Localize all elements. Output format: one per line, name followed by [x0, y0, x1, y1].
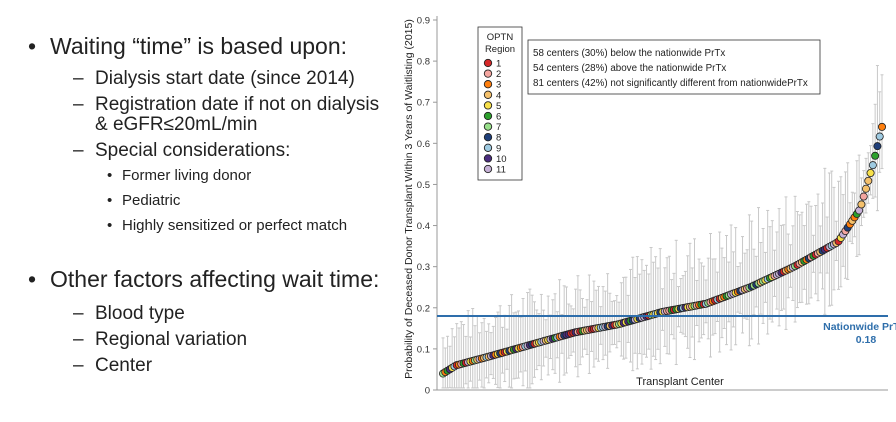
legend-label: 2	[496, 69, 501, 80]
y-tick-label: 0	[425, 386, 430, 397]
y-ticks: 0 0.1 0.2 0.3 0.4 0.5 0.6 0.7 0.8 0.9	[417, 16, 437, 397]
bullet-marker: –	[73, 355, 84, 376]
bullet-marker: –	[73, 68, 84, 89]
legend-marker	[483, 154, 493, 163]
data-point	[873, 142, 882, 151]
legend-marker	[483, 90, 493, 99]
legend-title: Region	[485, 44, 515, 55]
chart: 0 0.1 0.2 0.3 0.4 0.5 0.6 0.7 0.8 0.9 Nationwide …	[400, 0, 896, 417]
bullet-text: Registration date if not on dialysis	[95, 94, 380, 115]
chart-axes	[436, 16, 888, 391]
data-point	[859, 192, 868, 201]
legend-marker	[483, 58, 493, 68]
legend-marker	[483, 122, 493, 131]
bullet-text: Other factors affecting wait time:	[50, 266, 380, 292]
legend-marker	[483, 69, 493, 78]
annotation-frame	[527, 39, 821, 95]
annotation-line: 58 centers (30%) below the nationwide Pr…	[533, 48, 725, 59]
bullet-text: Special considerations:	[95, 140, 291, 161]
data-point	[864, 176, 873, 185]
chart-svg: 0 0.1 0.2 0.3 0.4 0.5 0.6 0.7 0.8 0.9 Nationwide …	[403, 16, 896, 397]
bullet-marker: •	[107, 192, 113, 209]
data-point	[875, 132, 884, 141]
annotation-box: 58 centers (30%) below the nationwide Pr…	[527, 39, 821, 95]
bullet-marker: –	[73, 94, 84, 115]
legend-label: 9	[496, 143, 501, 154]
legend-label: 5	[496, 101, 501, 112]
data-point	[866, 168, 875, 177]
bullet-text: Pediatric	[122, 192, 181, 209]
legend-label: 3	[496, 80, 501, 91]
legend-marker	[483, 80, 493, 89]
bullet-text: Blood type	[95, 303, 185, 324]
data-point	[871, 151, 880, 160]
data-point	[857, 200, 866, 209]
bullet-list: • Waiting “time” is based upon: – Dialysis …	[0, 0, 400, 417]
bullet-text: Former living donor	[122, 167, 252, 184]
bullet-text: & eGFR≤20mL/min	[95, 114, 258, 135]
legend-label: 7	[496, 122, 501, 133]
y-tick-label: 0.9	[417, 16, 430, 27]
error-bars	[441, 65, 884, 389]
bullet-text: Dialysis start date (since 2014)	[95, 68, 355, 89]
nationwide-label: Nationwide PrTx:	[823, 321, 896, 333]
annotation-line: 54 centers (28%) above the nationwide Pr…	[533, 63, 726, 74]
legend-label: 8	[496, 133, 501, 144]
legend-marker	[483, 164, 493, 174]
legend-label: 4	[496, 90, 501, 101]
bullet-marker: –	[73, 303, 84, 324]
data-point	[877, 122, 886, 131]
data-points	[439, 122, 886, 378]
legend-title: OPTN	[487, 32, 514, 43]
y-tick-label: 0.6	[417, 139, 430, 150]
y-tick-label: 0.2	[417, 303, 430, 314]
legend-label: 6	[496, 112, 501, 123]
bullet-text: Highly sensitized or perfect match	[122, 217, 348, 234]
data-point	[868, 161, 877, 170]
bullet-marker: •	[28, 266, 37, 292]
reference-line: Nationwide PrTx:0.18	[437, 315, 896, 346]
y-tick-label: 0.8	[417, 57, 430, 68]
legend-marker	[483, 111, 493, 121]
y-tick-label: 0.3	[417, 262, 430, 273]
y-tick-label: 0.5	[417, 180, 430, 191]
y-tick-label: 0.1	[417, 344, 430, 355]
y-axis-label: Probability of Deceased Donor Transplant…	[403, 19, 415, 379]
legend-label: 11	[496, 165, 506, 176]
bullet-marker: •	[107, 217, 113, 234]
legend-label: 10	[496, 154, 507, 165]
data-point	[861, 184, 870, 193]
legend-marker	[483, 143, 493, 152]
legend-label: 1	[496, 59, 501, 70]
annotation-line: 81 centers (42%) not significantly diffe…	[533, 78, 808, 89]
bullet-marker: –	[73, 140, 84, 161]
bullet-text: Center	[95, 355, 153, 376]
bullet-marker: •	[107, 167, 113, 184]
bullet-marker: •	[28, 33, 37, 59]
y-tick-label: 0.7	[417, 98, 430, 109]
nationwide-value: 0.18	[856, 334, 877, 346]
legend-marker	[483, 101, 493, 110]
bullet-marker: –	[73, 329, 84, 350]
y-tick-label: 0.4	[417, 221, 430, 232]
x-axis-label: Transplant Center	[636, 376, 724, 388]
bullet-text: Regional variation	[95, 329, 248, 350]
legend-marker	[483, 133, 493, 142]
bullet-text: Waiting “time” is based upon:	[50, 33, 348, 59]
